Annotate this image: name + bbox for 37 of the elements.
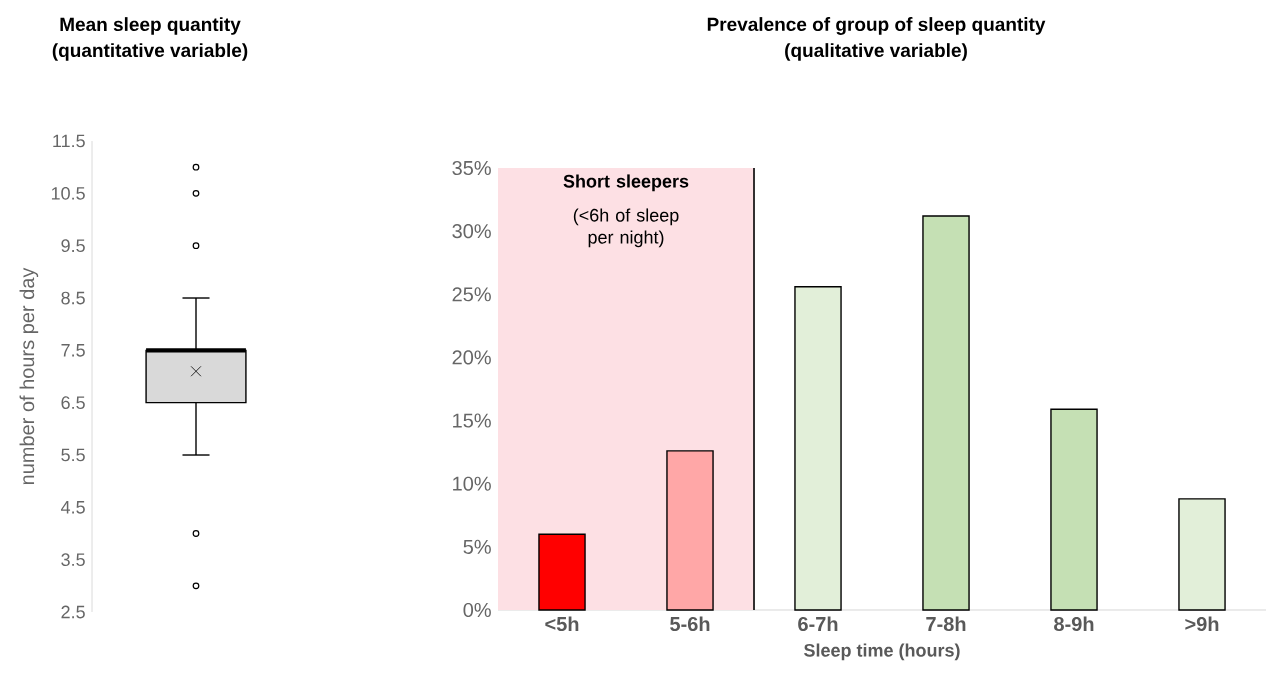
chart-title: Prevalence of group of sleep quantity <box>707 17 1046 35</box>
y-tick-label: 20% <box>452 350 491 365</box>
chart-subtitle: (qualitative variable) <box>785 43 967 61</box>
y-tick-label: 10.5 <box>51 186 85 200</box>
chart-subtitle: (quantitative variable) <box>52 43 248 61</box>
bar <box>1050 408 1098 611</box>
y-tick-label: 5% <box>463 539 491 554</box>
y-tick-label: 9.5 <box>61 239 85 253</box>
y-tick-label: 25% <box>452 287 491 302</box>
y-tick-label: 11.5 <box>53 134 85 148</box>
x-tick-label: 5-6h <box>670 616 710 632</box>
y-tick-label: 10% <box>453 476 491 491</box>
bar <box>1178 498 1226 611</box>
y-tick-label: 15% <box>453 413 491 428</box>
y-tick-label: 30% <box>452 224 491 239</box>
y-tick-label: 3.5 <box>61 553 85 567</box>
x-tick-label: 6-7h <box>798 616 838 632</box>
y-tick-label: 8.5 <box>61 291 85 305</box>
bar <box>538 533 586 611</box>
y-tick-label: 2.5 <box>61 605 85 619</box>
y-tick-label: 4.5 <box>60 501 85 514</box>
y-axis-title: number of hours per day <box>19 267 39 485</box>
y-tick-label: 7.5 <box>61 344 85 357</box>
x-tick-label: 7-8h <box>926 616 966 632</box>
x-tick-label: 8-9h <box>1054 616 1094 632</box>
bar <box>666 450 714 611</box>
chart-title: Mean sleep quantity <box>60 17 241 35</box>
y-tick-label: 5.5 <box>61 448 85 462</box>
bar <box>922 215 970 611</box>
x-tick-label: >9h <box>1185 616 1219 632</box>
y-tick-label: 0% <box>463 602 491 618</box>
y-tick-label: 35% <box>452 160 491 176</box>
bar <box>794 286 842 611</box>
x-axis-title: Sleep time (hours) <box>804 643 960 661</box>
y-tick-label: 6.5 <box>61 396 85 410</box>
x-tick-label: <5h <box>545 616 579 632</box>
band-label: Short sleepers (<6h of sleep per night) <box>563 174 689 248</box>
